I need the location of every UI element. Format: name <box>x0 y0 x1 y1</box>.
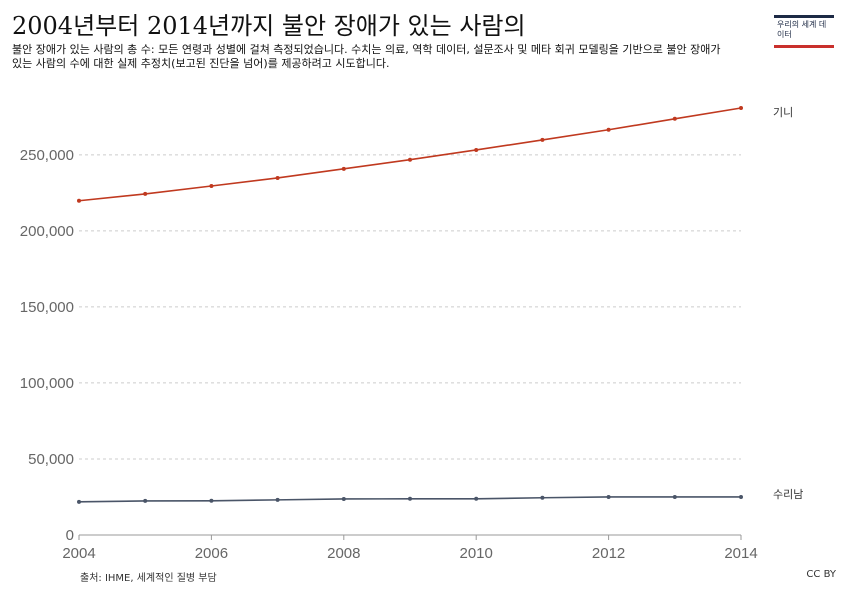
logo-text: 우리의 세계 데이터 <box>777 20 827 39</box>
x-tick-label: 2012 <box>592 545 625 562</box>
data-point <box>739 106 743 110</box>
data-point <box>209 498 214 503</box>
gridlines <box>79 154 741 460</box>
data-point <box>143 498 148 503</box>
license-link[interactable]: CC BY <box>806 569 836 580</box>
data-point <box>143 191 148 196</box>
series-label: 수리남 <box>773 488 803 501</box>
data-point <box>275 497 280 502</box>
data-point <box>77 198 81 203</box>
y-tick-label: 100,000 <box>20 375 74 392</box>
chart-title: 2004년부터 2014년까지 불안 장애가 있는 사람의 <box>12 12 526 40</box>
y-tick-label: 0 <box>66 527 74 544</box>
owid-logo[interactable]: 우리의 세계 데이터 <box>774 15 834 48</box>
data-point <box>474 496 479 501</box>
x-tick-label: 2006 <box>195 545 228 562</box>
data-point <box>672 116 677 121</box>
y-tick-label: 150,000 <box>20 299 74 316</box>
x-tick-label: 2010 <box>460 545 493 562</box>
data-point <box>341 166 346 171</box>
series-label: 기니 <box>773 106 793 119</box>
data-point <box>341 496 346 501</box>
data-point <box>606 127 611 132</box>
source-note[interactable]: 출처: IHME, 세계적인 질병 부담 <box>80 573 217 584</box>
data-point <box>739 494 743 499</box>
y-tick-label: 50,000 <box>28 451 74 468</box>
data-point <box>474 147 479 152</box>
series-group <box>77 106 743 504</box>
x-tick-label: 2004 <box>62 545 95 562</box>
data-point <box>275 175 280 180</box>
data-point <box>209 184 214 189</box>
data-point <box>408 496 412 501</box>
x-tick-label: 2008 <box>327 545 360 562</box>
data-point <box>408 157 412 162</box>
y-tick-label: 200,000 <box>20 223 74 240</box>
y-tick-label: 250,000 <box>20 147 74 164</box>
x-axis: 2004 2006 2008 2010 2012 2014 <box>62 534 758 562</box>
data-point <box>672 494 677 499</box>
data-point <box>540 495 545 500</box>
y-axis: 0 50,000 100,000 150,000 200,000 250,000 <box>20 147 74 544</box>
data-point <box>77 499 81 504</box>
data-point <box>606 494 611 499</box>
data-point <box>540 137 545 142</box>
x-tick-label: 2014 <box>724 545 757 562</box>
chart-subtitle: 불안 장애가 있는 사람의 총 수: 모든 연령과 성별에 걸쳐 측정되었습니다… <box>12 43 721 70</box>
